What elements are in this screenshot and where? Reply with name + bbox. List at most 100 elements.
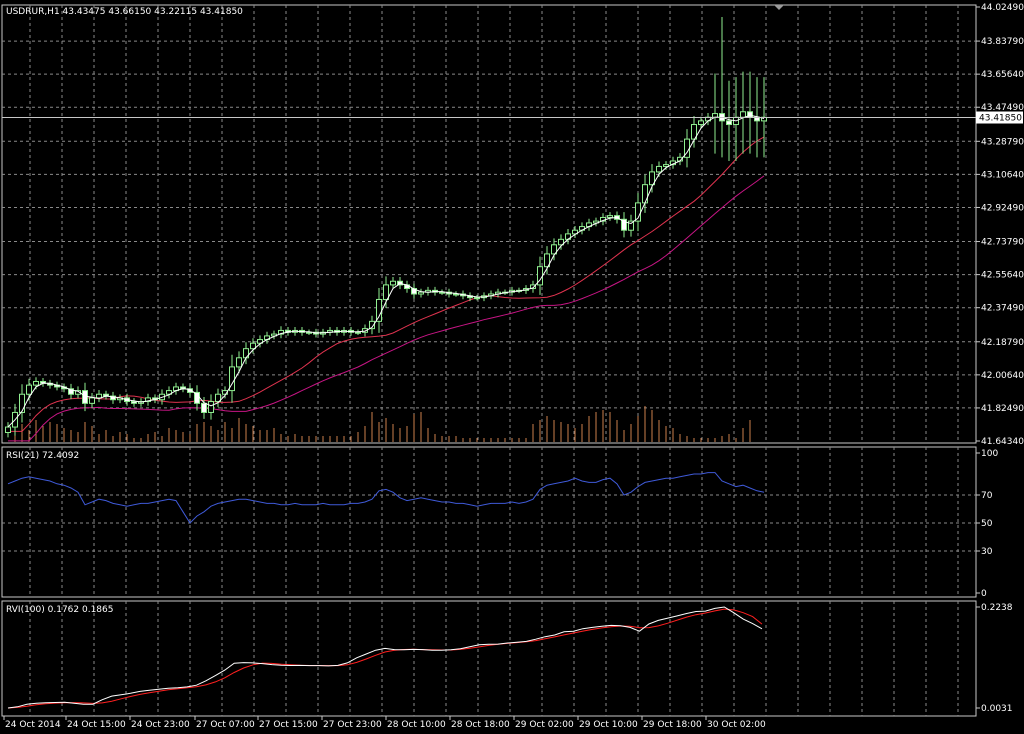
candle-body-91 <box>642 184 648 204</box>
candle-55 <box>390 277 396 290</box>
candle-31 <box>222 386 228 399</box>
candle-body-88 <box>621 218 627 231</box>
candle-62 <box>439 289 445 295</box>
y-tick-label-main-9: 42.37490 <box>981 304 1024 314</box>
candle-body-12 <box>89 397 95 404</box>
candle-36 <box>257 335 263 348</box>
candle-body-53 <box>376 298 382 322</box>
candle-body-93 <box>656 165 662 173</box>
candle-35 <box>250 338 256 354</box>
candle-27 <box>194 385 200 411</box>
candle-body-64 <box>453 293 459 296</box>
chart-title: USDRUR,H1 43.43475 43.66150 43.22115 43.… <box>6 7 243 17</box>
candle-body-89 <box>628 220 634 231</box>
y-tick-label-main-10: 42.18790 <box>981 338 1024 348</box>
candle-50 <box>355 329 361 336</box>
candle-body-56 <box>397 280 403 286</box>
x-tick-label-5: 27 Oct 23:00 <box>323 720 382 730</box>
candle-20 <box>145 393 151 406</box>
y-tick-label-rsi-1: 70 <box>981 491 993 501</box>
candle-body-51 <box>362 328 368 333</box>
candle-body-103 <box>726 120 732 126</box>
candle-body-20 <box>145 397 151 403</box>
candle-body-101 <box>712 113 718 118</box>
candle-body-39 <box>278 329 284 335</box>
x-tick-label-1: 24 Oct 15:00 <box>67 720 126 730</box>
candle-body-43 <box>306 331 312 334</box>
candle-52 <box>369 315 375 335</box>
candle-14 <box>103 390 109 400</box>
candle-body-52 <box>369 320 375 330</box>
candle-94 <box>663 161 669 170</box>
candle-body-11 <box>82 390 88 404</box>
y-tick-label-main-2: 43.65640 <box>981 70 1024 80</box>
candle-26 <box>187 384 193 397</box>
candle-98 <box>691 115 697 148</box>
candle-body-94 <box>663 164 669 167</box>
candle-body-29 <box>208 401 214 413</box>
candle-89 <box>628 214 634 237</box>
candle-2 <box>19 384 25 423</box>
candle-13 <box>96 390 102 403</box>
candle-25 <box>180 383 186 393</box>
candle-body-30 <box>215 393 221 403</box>
ma-fast-line <box>7 114 765 428</box>
candle-5 <box>40 378 46 387</box>
candle-body-36 <box>257 339 263 344</box>
candle-body-59 <box>418 291 424 295</box>
x-tick-label-10: 29 Oct 18:00 <box>643 720 702 730</box>
candle-body-18 <box>131 401 137 404</box>
y-tick-label-rvi-0: 0.2238 <box>981 603 1013 613</box>
candle-body-99 <box>698 120 704 126</box>
x-tick-label-3: 27 Oct 07:00 <box>196 720 255 730</box>
x-tick-label-2: 24 Oct 23:00 <box>131 720 190 730</box>
y-tick-label-main-6: 42.92490 <box>981 203 1024 213</box>
candle-64 <box>453 291 459 297</box>
candle-body-4 <box>33 380 39 386</box>
ma-mid-line <box>8 136 765 432</box>
candle-body-3 <box>26 384 32 395</box>
candle-85 <box>600 213 606 226</box>
y-tick-label-rsi-2: 50 <box>981 519 993 529</box>
candle-body-105 <box>740 111 746 118</box>
candle-body-31 <box>222 390 228 395</box>
candle-9 <box>68 383 74 400</box>
candle-60 <box>425 286 431 296</box>
candle-23 <box>166 386 172 399</box>
candle-54 <box>383 276 389 309</box>
y-tick-label-main-13: 41.64340 <box>981 437 1024 447</box>
candle-39 <box>278 326 284 339</box>
pane-frame-rsi <box>1 446 977 598</box>
candle-75 <box>530 280 536 293</box>
candle-body-62 <box>439 291 445 294</box>
x-tick-label-4: 27 Oct 15:00 <box>259 720 318 730</box>
candle-body-50 <box>355 331 361 334</box>
ma-slow-line <box>8 175 765 442</box>
candle-51 <box>362 324 368 337</box>
x-tick-label-11: 30 Oct 02:00 <box>707 720 766 730</box>
candle-83 <box>586 218 592 231</box>
candle-body-79 <box>558 238 564 246</box>
candle-body-13 <box>96 393 102 399</box>
y-tick-label-rvi-1: 0.0031 <box>981 704 1013 714</box>
candle-body-28 <box>201 402 207 413</box>
x-tick-label-6: 28 Oct 10:00 <box>387 720 446 730</box>
candle-86 <box>607 212 613 221</box>
candle-body-81 <box>572 229 578 235</box>
candle-24 <box>173 382 179 395</box>
candle-84 <box>593 217 599 227</box>
y-tick-label-main-11: 42.00640 <box>981 371 1024 381</box>
y-tick-label-main-1: 43.83790 <box>981 37 1024 47</box>
candle-12 <box>89 392 95 409</box>
y-tick-label-main-7: 42.73790 <box>981 238 1024 248</box>
candle-82 <box>579 222 585 235</box>
candle-53 <box>376 287 382 333</box>
candle-92 <box>649 164 655 193</box>
candle-103 <box>726 80 732 161</box>
chart-shift-marker <box>774 5 784 10</box>
candle-body-54 <box>383 284 389 300</box>
candle-77 <box>544 246 550 275</box>
candle-28 <box>201 396 207 419</box>
rvi-line <box>7 606 763 709</box>
